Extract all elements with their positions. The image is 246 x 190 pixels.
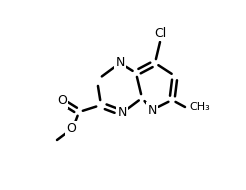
Text: Cl: Cl	[154, 27, 166, 40]
Text: N: N	[117, 107, 127, 120]
Text: O: O	[57, 94, 67, 108]
Text: CH₃: CH₃	[189, 102, 210, 112]
Text: N: N	[147, 104, 157, 116]
Text: N: N	[115, 56, 125, 70]
Text: O: O	[66, 123, 76, 135]
